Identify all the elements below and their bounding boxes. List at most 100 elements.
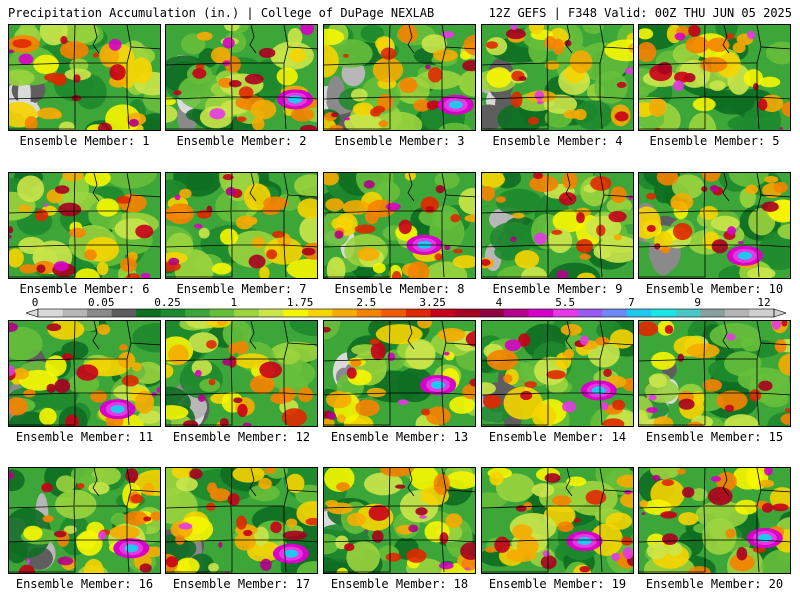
precip-contour	[234, 353, 270, 369]
precip-contour	[648, 97, 666, 117]
precip-contour	[438, 562, 454, 570]
precip-contour	[569, 50, 593, 74]
precip-field	[482, 321, 633, 426]
ensemble-member-panel: Ensemble Member: 19	[481, 467, 634, 594]
precip-contour	[646, 192, 657, 200]
precip-field	[639, 321, 790, 426]
state-boundary	[407, 25, 415, 54]
precip-contour	[12, 39, 32, 48]
precip-contour	[602, 418, 625, 426]
precip-contour	[372, 57, 404, 83]
precip-contour	[743, 69, 763, 87]
precip-contour	[692, 97, 716, 112]
precip-contour	[209, 108, 226, 120]
precip-contour	[24, 116, 38, 130]
precip-contour	[757, 98, 768, 111]
ensemble-member-panel: Ensemble Member: 18	[323, 467, 476, 594]
precip-contour	[747, 30, 756, 40]
precip-contour	[646, 407, 658, 413]
precip-contour	[745, 184, 759, 195]
precip-contour	[439, 532, 449, 544]
heavy-precip-core	[577, 537, 592, 546]
precip-contour	[726, 333, 736, 341]
colorbar-swatch	[283, 309, 309, 317]
heavy-precip-core	[110, 405, 125, 414]
precip-contour	[166, 364, 174, 378]
precip-contour	[83, 558, 104, 573]
precip-contour	[286, 518, 298, 528]
precip-field	[9, 321, 160, 426]
precip-map	[323, 172, 476, 279]
precip-contour	[628, 195, 633, 200]
precip-map	[165, 320, 318, 427]
precip-contour	[222, 321, 252, 349]
colorbar-max-arrow	[773, 308, 786, 318]
precip-field	[324, 321, 475, 426]
precip-contour	[296, 561, 317, 573]
precip-contour	[385, 202, 401, 211]
colorbar-swatch	[356, 309, 382, 317]
precip-contour	[346, 367, 357, 379]
state-boundary	[283, 96, 317, 100]
precip-contour	[695, 501, 748, 529]
precip-contour	[563, 348, 575, 360]
precip-contour	[258, 477, 272, 490]
model-run-valid-time: 12Z GEFS | F348 Valid: 00Z THU JUN 05 20…	[488, 6, 792, 20]
precip-contour	[421, 408, 431, 416]
precip-contour	[444, 245, 451, 251]
colorbar-swatch	[602, 309, 628, 317]
precip-contour	[243, 529, 253, 537]
state-boundary	[603, 194, 633, 198]
precip-contour	[364, 208, 379, 225]
precip-contour	[210, 46, 231, 64]
precip-contour	[52, 75, 67, 86]
precip-map	[323, 24, 476, 131]
precip-contour	[182, 420, 199, 426]
precip-contour	[363, 472, 403, 496]
precip-map	[481, 467, 634, 574]
precip-contour	[443, 351, 450, 356]
state-boundary	[441, 96, 475, 100]
precip-contour	[691, 488, 708, 502]
precip-contour	[747, 267, 776, 278]
precip-contour	[39, 407, 57, 426]
precip-contour	[691, 391, 705, 407]
precip-contour	[175, 534, 185, 545]
precip-field	[324, 468, 475, 573]
precip-contour	[460, 542, 475, 560]
precip-contour	[610, 186, 627, 204]
precip-contour	[43, 203, 48, 208]
precip-contour	[661, 533, 678, 545]
ensemble-member-label: Ensemble Member: 17	[172, 577, 311, 591]
precip-contour	[590, 523, 623, 556]
precip-contour	[437, 327, 466, 342]
precip-contour	[405, 340, 436, 370]
precip-contour	[469, 378, 475, 387]
precip-field	[639, 173, 790, 278]
precip-contour	[228, 342, 237, 355]
precip-contour	[9, 471, 15, 480]
ensemble-member-label: Ensemble Member: 10	[645, 282, 784, 296]
precip-contour	[96, 324, 111, 335]
precip-contour	[496, 188, 542, 216]
precip-contour	[533, 232, 547, 245]
precip-contour	[546, 370, 566, 380]
precip-contour	[217, 321, 228, 326]
precip-contour	[232, 468, 265, 483]
precip-contour	[343, 543, 355, 551]
precip-contour	[725, 528, 736, 539]
precip-field	[9, 468, 160, 573]
precip-contour	[248, 254, 266, 269]
precip-contour	[576, 212, 585, 224]
precip-contour	[397, 399, 409, 405]
precip-contour	[104, 173, 157, 189]
ensemble-member-panel: Ensemble Member: 14	[481, 320, 634, 447]
colorbar-tick-label: 0.25	[154, 296, 181, 309]
precip-contour	[441, 31, 455, 39]
precip-contour	[651, 351, 676, 370]
precip-contour	[707, 486, 733, 506]
colorbar-swatch	[185, 309, 211, 317]
precip-contour	[542, 550, 550, 557]
state-boundary	[441, 244, 475, 248]
colorbar-swatch	[307, 309, 333, 317]
